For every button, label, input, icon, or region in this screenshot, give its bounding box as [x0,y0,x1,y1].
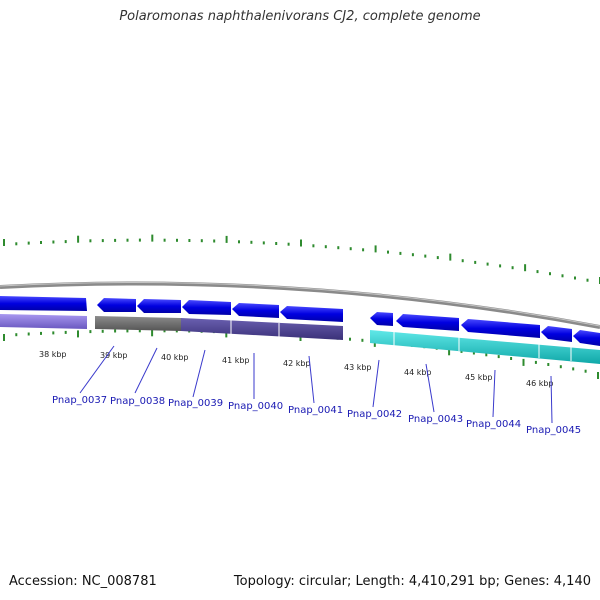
gene-arrow [370,312,393,326]
cog-segment [370,330,600,364]
gene-arrow [0,296,87,311]
genome-backbone [0,281,600,329]
callout-line [372,359,380,408]
cog-segment [181,318,343,340]
kbp-label: 44 kbp [404,368,432,377]
kbp-label: 46 kbp [526,379,554,388]
gene-arrow [280,306,343,322]
callout-line [192,349,206,398]
cog-segment [95,316,181,331]
gene-arrow [232,303,279,318]
kbp-label: 45 kbp [465,373,493,382]
kbp-label: 40 kbp [161,353,189,362]
callout-line [425,363,435,413]
gene-label-pnap-0045[interactable]: Pnap_0045 [526,425,581,436]
minor-ticks-outer [3,234,600,284]
kbp-label: 43 kbp [344,363,372,372]
gene-arrow [461,319,540,338]
gene-label-pnap-0039[interactable]: Pnap_0039 [168,398,223,409]
gene-arrow [573,330,600,346]
gene-label-pnap-0043[interactable]: Pnap_0043 [408,414,463,425]
gene-arrow [182,300,231,315]
callout-line [550,375,553,424]
cog-segment [0,314,87,329]
forward-genes-track [0,296,600,346]
gene-arrow [137,299,181,313]
kbp-scale: 38 kbp 39 kbp 40 kbp 41 kbp 42 kbp 43 kb… [39,350,554,388]
callout-line [134,347,158,394]
gene-arrow [396,314,459,331]
genome-backbone-highlight [0,281,600,327]
gene-labels: Pnap_0037 Pnap_0038 Pnap_0039 Pnap_0040 … [52,395,581,436]
cog-track [0,314,600,364]
callout-line [308,355,315,404]
kbp-label: 42 kbp [283,359,311,368]
gene-arrow [97,298,136,312]
genome-summary-text: Topology: circular; Length: 4,410,291 bp… [233,574,591,589]
gene-label-pnap-0040[interactable]: Pnap_0040 [228,401,283,412]
kbp-label: 38 kbp [39,350,67,359]
kbp-label: 41 kbp [222,356,250,365]
map-title: Polaromonas naphthalenivorans CJ2, compl… [119,9,481,24]
gene-arrow [541,326,572,342]
callout-line [79,345,115,394]
gene-callouts [79,345,553,424]
gene-label-pnap-0041[interactable]: Pnap_0041 [288,405,343,416]
kbp-label: 39 kbp [100,351,128,360]
gene-label-pnap-0044[interactable]: Pnap_0044 [466,419,521,430]
gene-label-pnap-0037[interactable]: Pnap_0037 [52,395,107,406]
gene-label-pnap-0042[interactable]: Pnap_0042 [347,409,402,420]
accession-text: Accession: NC_008781 [9,574,157,589]
gene-label-pnap-0038[interactable]: Pnap_0038 [110,396,165,407]
callout-line [492,369,496,418]
